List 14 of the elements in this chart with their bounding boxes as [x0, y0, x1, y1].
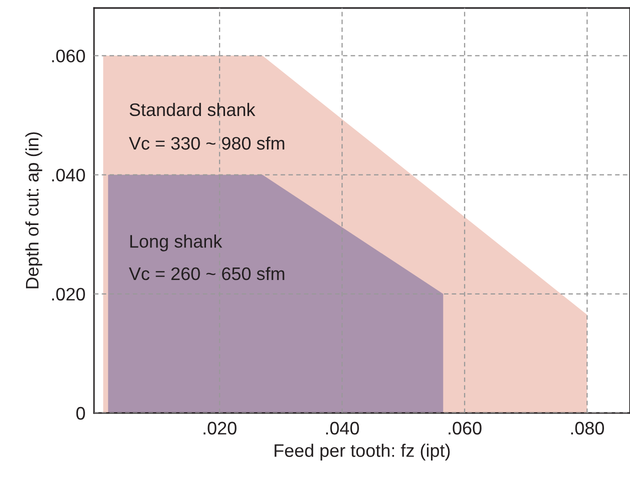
- annotation: Vc = 260 ~ 650 sfm: [128, 266, 284, 280]
- y-axis-title: Depth of cut: ap (in): [25, 132, 42, 288]
- x-tick-label: .060: [448, 422, 482, 435]
- y-tick-label: 0: [76, 406, 85, 420]
- y-tick-label: .040: [52, 168, 85, 182]
- x-tick-label: .080: [571, 422, 604, 435]
- annotation: Standard shank: [130, 102, 256, 116]
- y-tick-label: .020: [52, 288, 85, 301]
- annotation: Vc = 330 ~ 980 sfm: [128, 136, 284, 150]
- x-tick-label: .040: [326, 422, 359, 435]
- x-tick-label: .020: [204, 422, 236, 435]
- annotation: Long shank: [130, 234, 222, 252]
- x-axis-title: Feed per tooth: fz (ipt): [274, 444, 450, 461]
- y-tick-label: .060: [52, 50, 85, 62]
